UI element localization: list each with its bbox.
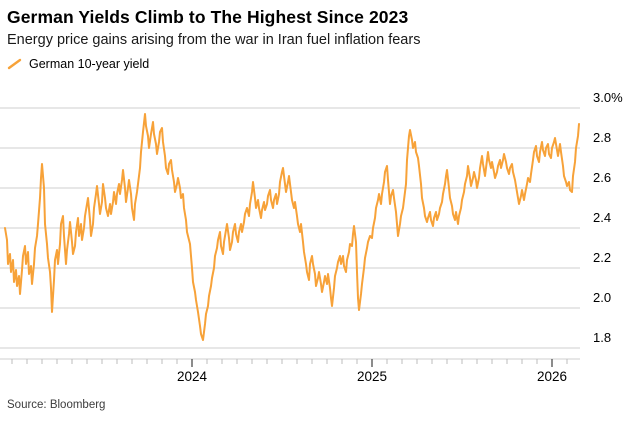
legend: German 10-year yield	[7, 57, 149, 71]
x-axis-ticks	[0, 358, 580, 367]
x-axis-year-label: 2026	[536, 369, 568, 384]
legend-line-marker-icon	[7, 58, 22, 70]
yield-line-series	[4, 113, 580, 341]
source-note: Source: Bloomberg	[7, 399, 106, 411]
y-axis-tick-label: 2.6	[593, 169, 612, 185]
gridlines	[0, 107, 580, 349]
y-axis-tick-label: 1.8	[593, 329, 612, 345]
chart-title: German Yields Climb to The Highest Since…	[7, 7, 409, 27]
x-axis-year-label: 2025	[356, 369, 388, 384]
legend-label: German 10-year yield	[29, 57, 150, 71]
x-axis-year-label: 2024	[176, 369, 208, 384]
y-axis-tick-label: 3.0%	[593, 89, 623, 105]
chart-subtitle: Energy price gains arising from the war …	[7, 32, 421, 48]
y-axis-tick-label: 2.4	[593, 209, 612, 225]
y-axis-tick-label: 2.2	[593, 249, 612, 265]
y-axis-tick-label: 2.0	[593, 289, 612, 305]
y-axis-tick-label: 2.8	[593, 129, 612, 145]
